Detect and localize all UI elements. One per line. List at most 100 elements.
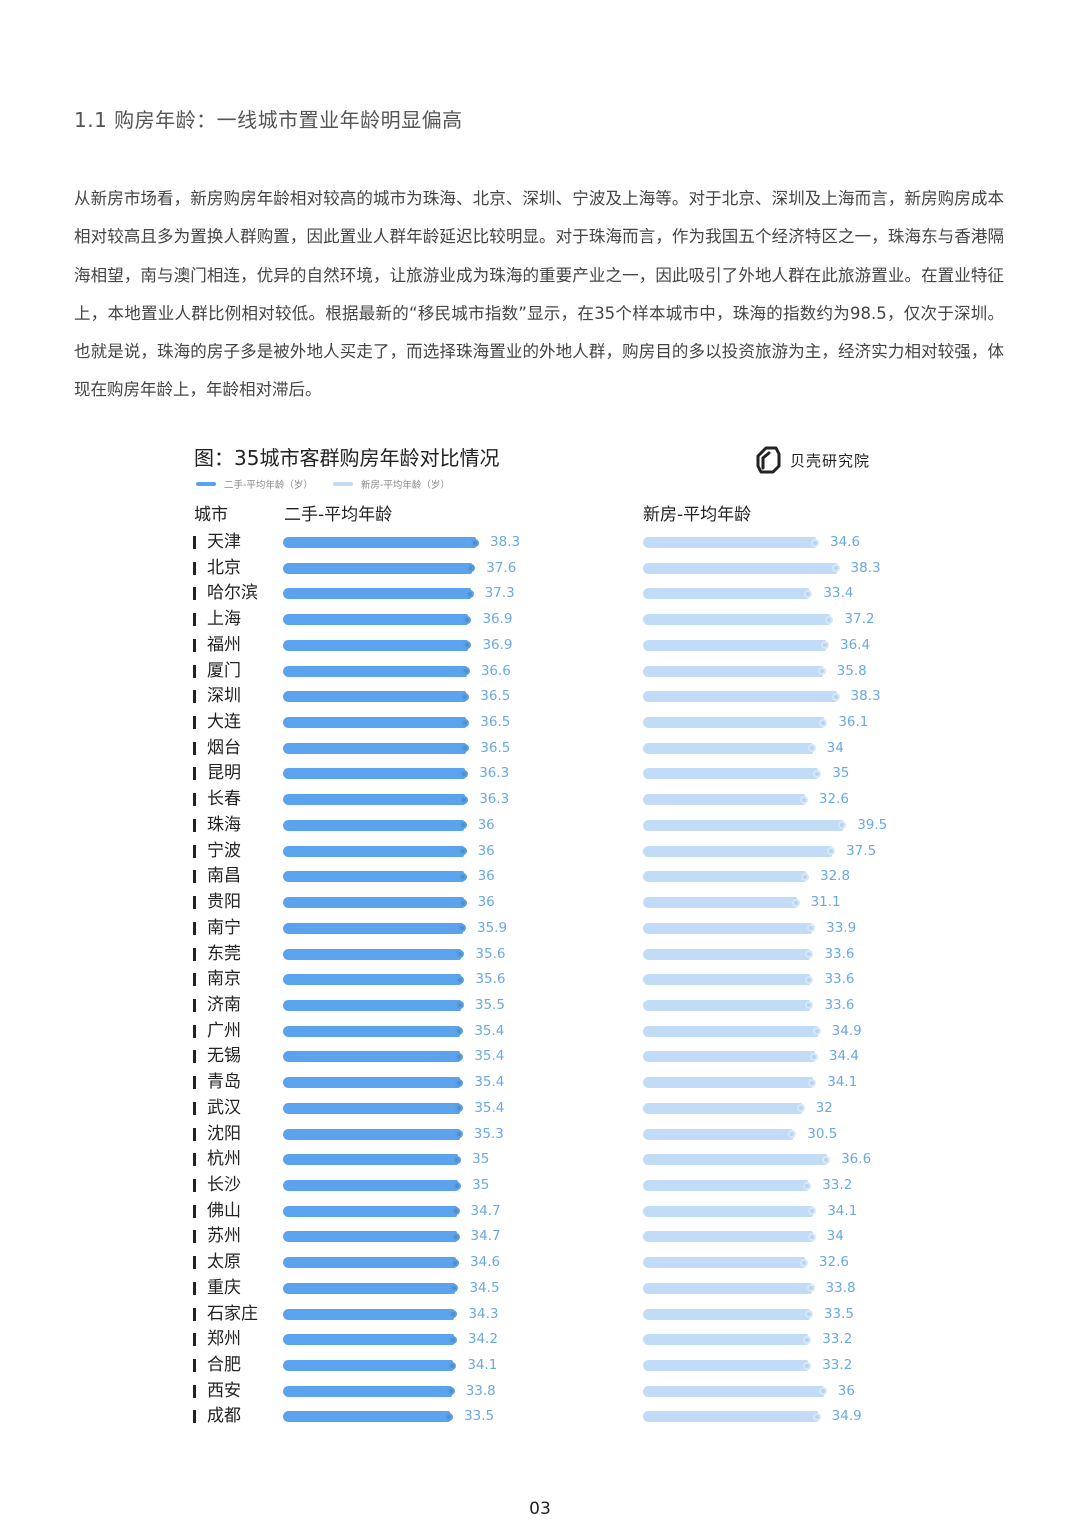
column-header-new: 新房-平均年龄	[643, 505, 752, 525]
bar-end-dot-icon	[788, 1130, 797, 1139]
city-label: 石家庄	[207, 1303, 258, 1324]
bar-old	[283, 897, 464, 909]
body-paragraph: 从新房市场看，新房购房年龄相对较高的城市为珠海、北京、深圳、宁波及上海等。对于北…	[74, 189, 1004, 400]
row-marker	[193, 1410, 196, 1424]
city-label: 北京	[207, 557, 241, 578]
table-row: 深圳 36.5 38.3	[0, 684, 1080, 710]
value-old: 36.3	[479, 791, 510, 808]
bar-end-dot-icon	[805, 950, 814, 959]
value-old: 36	[477, 816, 495, 833]
city-label: 天津	[207, 532, 241, 552]
bar-old	[283, 1257, 457, 1269]
bar-end-dot-icon	[453, 1181, 462, 1190]
bar-end-dot-icon	[805, 975, 814, 984]
bar-old	[283, 1385, 452, 1397]
legend-swatch-old	[196, 482, 216, 486]
beike-logo-icon	[756, 446, 781, 474]
value-new: 36.4	[839, 636, 871, 653]
value-old: 37.6	[486, 559, 517, 576]
city-label: 南京	[207, 969, 241, 990]
bar-new	[643, 794, 805, 806]
bar-end-dot-icon	[467, 564, 476, 573]
value-old: 34.7	[470, 1228, 501, 1245]
value-old: 33.8	[465, 1382, 496, 1399]
value-new: 34.1	[827, 1202, 858, 1219]
bar-new	[643, 819, 844, 831]
row-marker	[193, 1153, 196, 1167]
bar-new	[643, 1282, 812, 1294]
bar-end-dot-icon	[807, 1232, 816, 1241]
value-new: 38.3	[850, 559, 881, 576]
chart-title: 图：35城市客群购房年龄对比情况	[194, 446, 500, 470]
bar-end-dot-icon	[461, 744, 470, 753]
bar-end-dot-icon	[791, 898, 800, 907]
row-marker	[193, 1179, 196, 1192]
bar-old	[283, 948, 462, 960]
table-row: 天津 38.3 34.6	[0, 530, 1080, 556]
bar-end-dot-icon	[808, 1207, 817, 1216]
city-label: 珠海	[207, 814, 241, 835]
city-label: 西安	[207, 1380, 241, 1401]
value-new: 33.9	[826, 919, 857, 936]
value-new: 35.8	[836, 662, 867, 679]
value-new: 34.9	[831, 1022, 862, 1039]
bar-end-dot-icon	[446, 1387, 455, 1396]
table-row: 东莞 35.6 33.6	[0, 942, 1080, 968]
bar-new	[643, 768, 819, 780]
legend-label-new: 新房-平均年龄（岁）	[360, 480, 450, 491]
row-marker	[193, 896, 196, 910]
bar-old	[283, 768, 466, 780]
bar-new	[643, 1385, 824, 1397]
value-new: 31.1	[810, 894, 841, 911]
city-label: 厦门	[207, 660, 241, 681]
city-label: 南昌	[207, 866, 241, 887]
bar-old	[283, 742, 467, 754]
bar-old	[283, 871, 464, 883]
value-new: 39.5	[857, 816, 888, 833]
row-marker	[193, 973, 196, 987]
row-marker	[193, 716, 196, 730]
table-row: 合肥 34.1 33.2	[0, 1353, 1080, 1379]
table-row: 重庆 34.5 33.8	[0, 1276, 1080, 1302]
city-label: 长沙	[207, 1175, 241, 1195]
value-new: 34.6	[830, 534, 861, 550]
value-new: 34.4	[828, 1048, 859, 1065]
value-old: 35.4	[474, 1022, 505, 1039]
bar-new	[643, 717, 825, 729]
city-label: 长春	[207, 789, 241, 810]
bar-end-dot-icon	[807, 744, 816, 753]
value-old: 35.9	[477, 919, 508, 936]
city-label: 福州	[207, 634, 241, 655]
row-marker	[193, 921, 196, 935]
value-old: 34.5	[469, 1279, 500, 1296]
value-new: 38.3	[850, 688, 881, 705]
table-row: 大连 36.5 36.1	[0, 710, 1080, 736]
bar-old	[283, 639, 469, 651]
city-label: 宁波	[207, 840, 241, 861]
city-label: 东莞	[207, 943, 241, 964]
bar-end-dot-icon	[460, 769, 469, 778]
bar-end-dot-icon	[817, 667, 826, 676]
row-marker	[193, 1127, 196, 1141]
bar-new	[643, 1025, 818, 1037]
bar-end-dot-icon	[451, 1258, 460, 1267]
bar-old	[283, 999, 461, 1011]
row-marker	[193, 1256, 196, 1270]
bar-old	[283, 1051, 461, 1063]
bar-old	[283, 614, 469, 626]
row-marker	[193, 1101, 196, 1115]
value-old: 36.5	[480, 739, 511, 756]
value-old: 35	[472, 1151, 490, 1168]
bar-new	[643, 1205, 814, 1217]
bar-old	[283, 665, 467, 677]
row-marker	[193, 818, 196, 832]
table-row: 武汉 35.4 32	[0, 1096, 1080, 1122]
value-old: 33.5	[464, 1408, 495, 1425]
bar-old	[283, 1154, 459, 1166]
bar-new	[643, 665, 823, 677]
value-old: 35.5	[474, 996, 505, 1013]
bar-end-dot-icon	[461, 718, 470, 727]
row-marker	[193, 1281, 196, 1295]
city-label: 武汉	[207, 1097, 241, 1118]
